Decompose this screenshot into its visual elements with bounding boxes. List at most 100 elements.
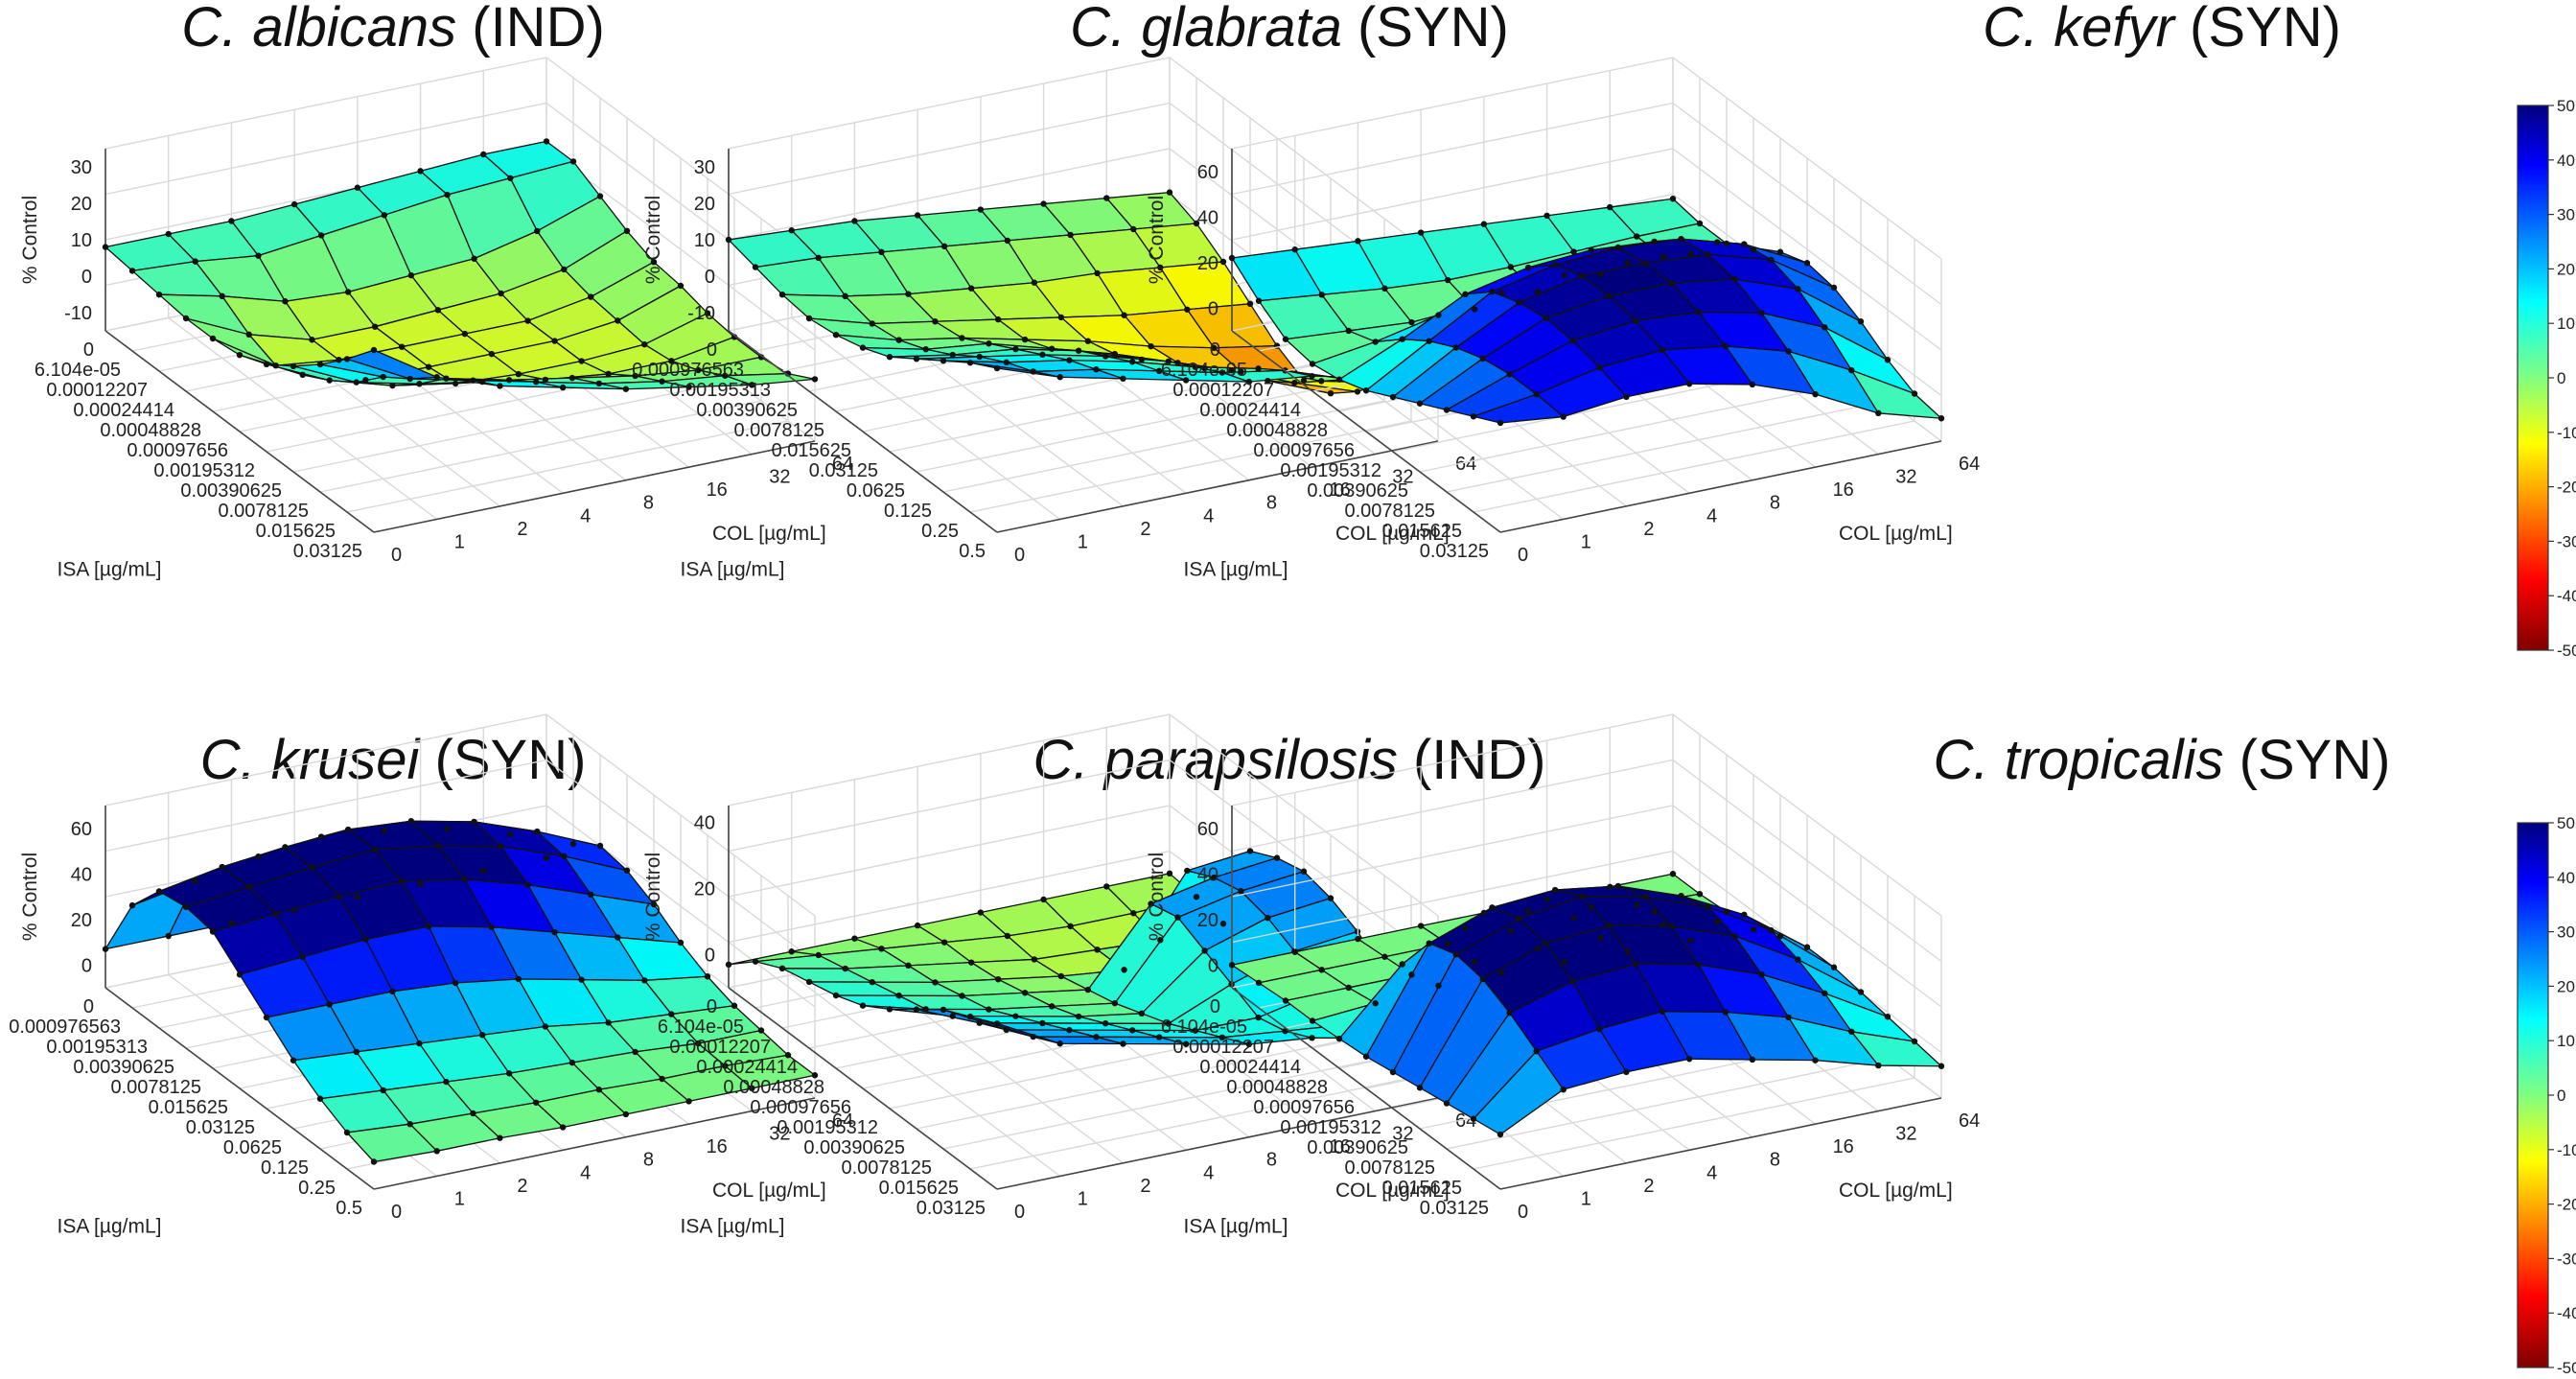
data-point (498, 843, 504, 850)
data-point (1479, 975, 1486, 983)
data-point (1938, 415, 1945, 422)
data-point (1211, 344, 1218, 351)
data-point (1570, 248, 1577, 255)
data-point (1291, 379, 1298, 386)
data-point (480, 151, 487, 158)
data-point (752, 958, 759, 965)
data-point (1335, 1035, 1343, 1042)
data-point (326, 1001, 333, 1008)
x-tick-label: 0.00048828 (1226, 420, 1328, 441)
z-tick-label: 60 (71, 819, 92, 840)
data-point (1218, 369, 1226, 376)
y-tick-label: 0 (391, 1202, 402, 1223)
data-point (1121, 312, 1127, 318)
title-species: C. glabrata (1070, 0, 1342, 58)
data-point (1750, 926, 1757, 933)
data-point (534, 227, 541, 235)
data-point (1399, 336, 1405, 342)
data-point (1128, 1027, 1136, 1034)
data-point (1660, 922, 1667, 928)
data-point (1084, 338, 1092, 344)
data-point (966, 1013, 974, 1020)
data-point (1632, 961, 1639, 968)
data-point (1166, 870, 1173, 877)
z-tick-label: 20 (71, 910, 92, 931)
y-axis-label: COL [µg/mL] (1335, 523, 1450, 545)
data-point (1731, 932, 1738, 940)
data-point (102, 946, 109, 952)
data-point (1130, 225, 1137, 233)
data-point (1669, 196, 1677, 202)
data-point (1443, 407, 1450, 413)
data-point (1228, 366, 1235, 374)
data-point (381, 212, 388, 219)
colorbar-2: 50 40 30 20 10 0 -10 -20 -30 -40 -50 (2517, 814, 2576, 1377)
data-point (1687, 250, 1694, 258)
y-tick-label: 2 (1140, 1176, 1150, 1197)
data-point (1408, 318, 1415, 326)
data-point (569, 1059, 576, 1066)
data-point (219, 863, 225, 871)
data-point (1354, 388, 1361, 395)
z-tick-label: 30 (71, 157, 92, 178)
x-tick-label: 0.015625 (149, 1097, 228, 1118)
y-tick-label: 1 (454, 531, 465, 552)
data-point (1435, 312, 1442, 318)
y-tick-label: 8 (1770, 493, 1780, 514)
data-point (1668, 923, 1676, 930)
data-point (1309, 361, 1316, 367)
data-point (1056, 1040, 1063, 1047)
data-point (1561, 272, 1568, 279)
data-point (778, 965, 786, 972)
data-point (1426, 940, 1432, 947)
x-tick-label: 0.000976563 (9, 1017, 121, 1038)
data-point (695, 1040, 702, 1047)
data-point (507, 830, 514, 838)
title-code: (SYN) (2223, 729, 2390, 791)
data-point (228, 218, 235, 224)
data-point (1435, 982, 1442, 990)
data-point (1120, 375, 1126, 383)
data-point (878, 946, 885, 952)
data-point (1776, 248, 1784, 255)
data-point (1578, 893, 1586, 900)
x-tick-label: 6.104e-05 (1161, 1017, 1247, 1038)
data-point (922, 346, 929, 353)
y-tick-label: 8 (1266, 493, 1277, 514)
data-point (1166, 189, 1173, 196)
floor-gridline (1446, 400, 1889, 493)
data-point (1695, 961, 1703, 969)
data-point (245, 331, 252, 339)
data-point (1218, 1034, 1226, 1041)
data-point (1561, 958, 1568, 966)
data-point (959, 335, 965, 341)
data-point (1516, 299, 1522, 306)
title-species: C. tropicalis (1934, 729, 2224, 791)
data-point (471, 818, 477, 826)
data-point (354, 184, 361, 191)
data-point (407, 271, 415, 279)
data-point (1685, 381, 1693, 387)
data-point (878, 248, 885, 256)
data-point (1569, 338, 1576, 344)
data-point (371, 323, 379, 330)
data-point (977, 909, 985, 916)
data-point (371, 846, 379, 853)
data-point (1669, 871, 1677, 877)
data-point (685, 1098, 692, 1105)
data-point (1238, 888, 1244, 895)
y-tick-label: 1 (454, 1188, 465, 1209)
z-tick-label: 40 (1197, 864, 1218, 885)
data-point (905, 291, 912, 297)
data-point (1749, 1056, 1756, 1063)
data-point (778, 292, 786, 298)
data-point (1607, 203, 1613, 211)
data-point (443, 375, 450, 382)
colorbar-tick-label: 10 (2557, 315, 2575, 333)
data-point (1416, 400, 1424, 407)
data-point (1362, 387, 1370, 394)
data-point (1201, 364, 1208, 372)
data-point (1157, 937, 1164, 944)
